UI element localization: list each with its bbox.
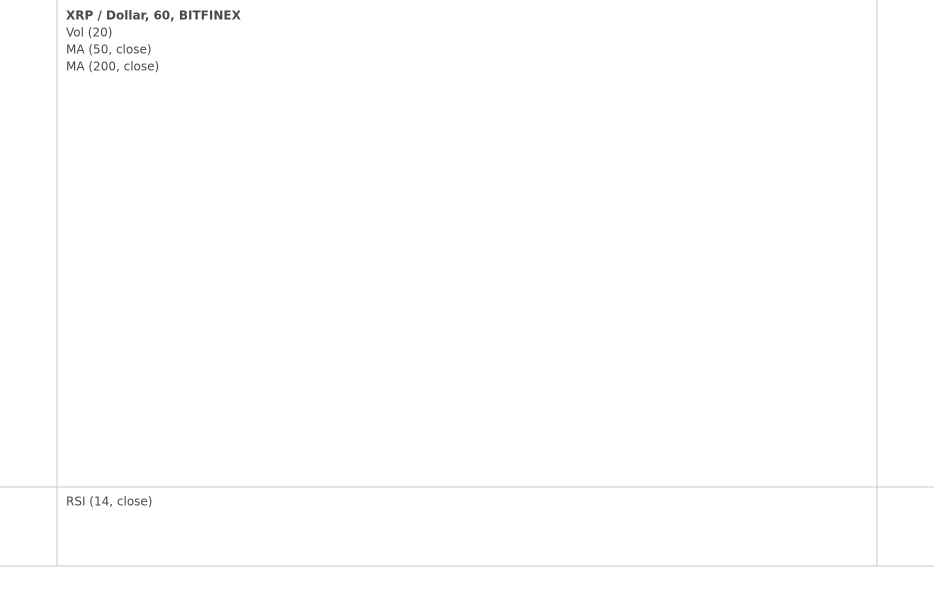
legend: XRP / Dollar, 60, BITFINEX Vol (20) MA (…	[66, 9, 242, 509]
symbol-title: XRP / Dollar, 60, BITFINEX	[66, 9, 242, 23]
legend-ma50: MA (50, close)	[66, 43, 152, 57]
legend-ma200: MA (200, close)	[66, 60, 159, 74]
legend-rsi: RSI (14, close)	[66, 495, 152, 509]
legend-volume: Vol (20)	[66, 26, 112, 40]
